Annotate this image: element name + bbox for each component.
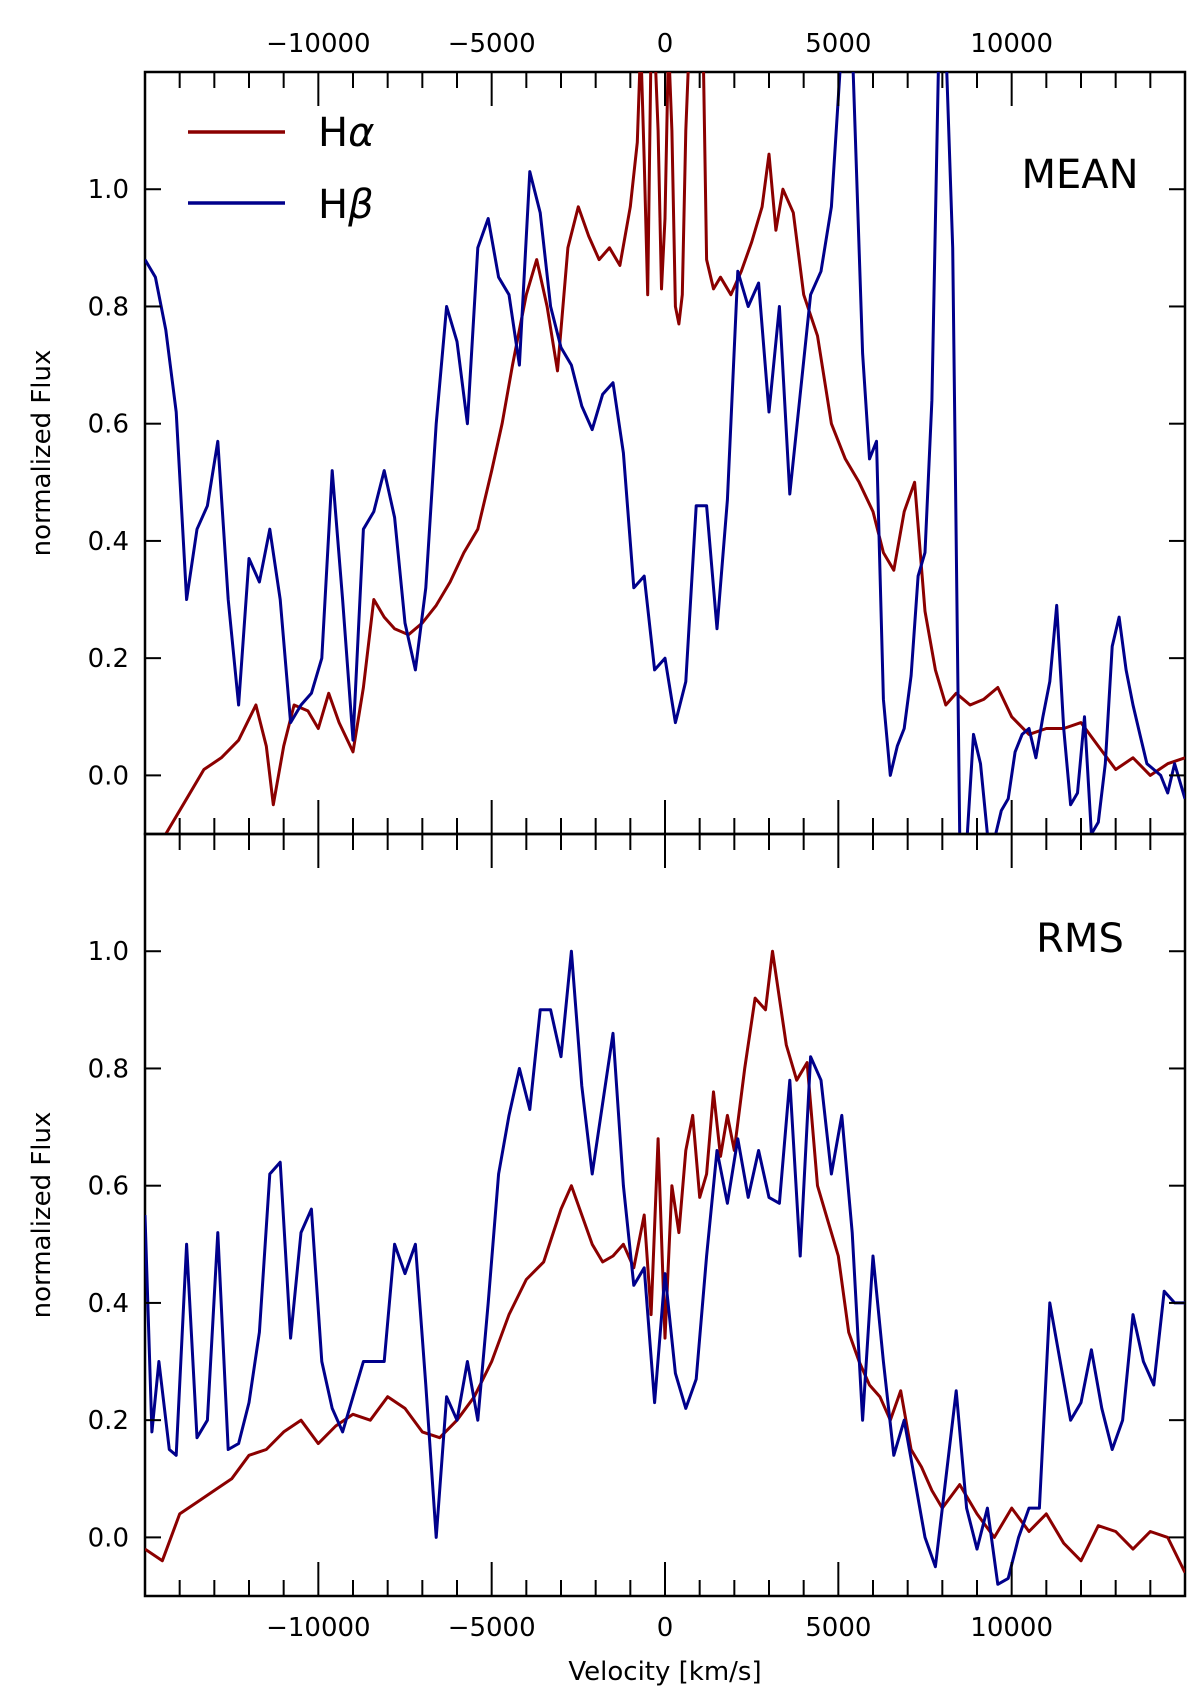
mean-ytick-label: 0.4 (88, 527, 129, 557)
rms-xtick-label: 5000 (805, 1613, 871, 1643)
mean-xtick-top-label: −5000 (448, 29, 536, 59)
mean-xtick-top-label: 5000 (805, 29, 871, 59)
rms-xtick-label: 0 (657, 1613, 674, 1643)
rms-ytick-label: 0.0 (88, 1523, 129, 1553)
mean-panel-label: MEAN (1021, 152, 1138, 198)
rms-xtick-label: 10000 (970, 1613, 1053, 1643)
mean-ytick-label: 1.0 (88, 175, 129, 205)
mean-hbeta-line (145, 72, 1185, 834)
mean-xtick-top-label: 10000 (970, 29, 1053, 59)
legend-label-halpha: Hα (318, 110, 374, 156)
rms-panel-label: RMS (1036, 916, 1124, 962)
rms-hbeta-line (145, 949, 1185, 1586)
rms-panel-frame (143, 832, 1187, 1598)
rms-halpha-line (145, 949, 1185, 1574)
mean-halpha-line (164, 72, 1185, 834)
mean-ytick-label: 0.6 (88, 410, 129, 440)
legend-label-hbeta: Hβ (318, 182, 374, 228)
rms-ytick-label: 0.6 (88, 1172, 129, 1202)
rms-ytick-label: 0.8 (88, 1054, 129, 1084)
x-axis-label: Velocity [km/s] (568, 1657, 761, 1687)
rms-xtick-label: −5000 (448, 1613, 536, 1643)
mean-ytick-label: 0.2 (88, 644, 129, 674)
mean-panel: 0.00.20.40.60.81.0−10000 −5000 0 5000 10000 … (27, 29, 1187, 836)
mean-y-axis-label: normalized Flux (27, 350, 57, 557)
rms-y-axis-label: normalized Flux (27, 1112, 57, 1319)
rms-ytick-label: 0.4 (88, 1289, 129, 1319)
legend: Hα Hβ (188, 110, 374, 228)
rms-ytick-label: 0.2 (88, 1406, 129, 1436)
rms-ytick-label: 1.0 (88, 937, 129, 967)
mean-ytick-label: 0.0 (88, 761, 129, 791)
mean-xtick-top-label: 0 (657, 29, 674, 59)
rms-xtick-label: −10000 (266, 1613, 371, 1643)
mean-ytick-label: 0.8 (88, 292, 129, 322)
rms-panel: 0.00.20.40.60.81.0−10000 −5000 0 5000 10000 … (27, 832, 1187, 1687)
mean-xtick-top-label: −10000 (266, 29, 371, 59)
